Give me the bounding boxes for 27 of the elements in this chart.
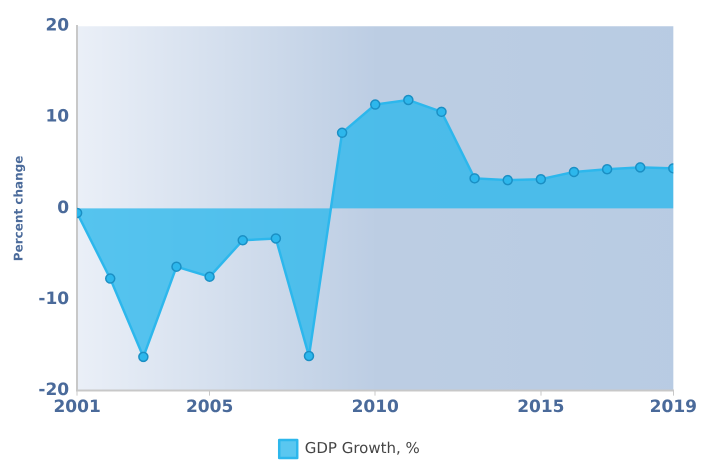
- point: [634, 162, 646, 173]
- point: [469, 173, 480, 184]
- point: [568, 166, 580, 178]
- point: [602, 164, 612, 174]
- point: [237, 235, 248, 246]
- point: [436, 106, 447, 118]
- x-tick-label: 2019: [650, 397, 698, 418]
- x-tick-label: 2005: [186, 397, 234, 418]
- x-tick-label: 2015: [517, 397, 565, 418]
- point: [104, 273, 116, 284]
- y-axis-title: Percent change: [11, 156, 26, 262]
- point: [336, 128, 348, 138]
- y-tick-label: 0: [57, 198, 70, 218]
- y-tick-label: -10: [38, 288, 70, 309]
- point: [204, 271, 215, 282]
- point: [270, 233, 282, 244]
- point: [138, 352, 149, 362]
- y-tick-label: 20: [45, 16, 70, 36]
- x-tick-label: 2010: [352, 397, 400, 418]
- point: [370, 99, 380, 110]
- point: [502, 174, 513, 186]
- point: [171, 261, 182, 272]
- y-tick-label: 10: [45, 106, 70, 127]
- point: [304, 350, 314, 362]
- point: [403, 94, 414, 106]
- point: [536, 174, 546, 184]
- legend-label: GDP Growth, %: [304, 438, 420, 457]
